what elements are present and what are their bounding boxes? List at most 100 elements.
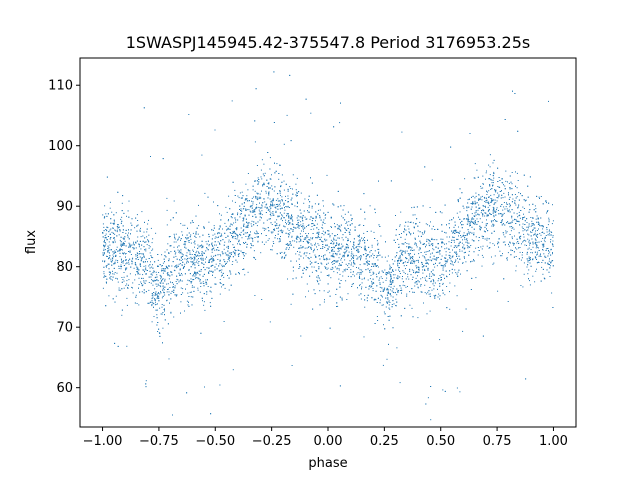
data-point — [417, 275, 418, 277]
data-point — [485, 172, 487, 174]
data-point — [221, 275, 222, 277]
data-point — [222, 265, 224, 267]
data-point — [350, 269, 352, 271]
data-point — [517, 216, 519, 218]
data-point — [244, 215, 246, 217]
data-point — [392, 274, 394, 276]
data-point — [142, 253, 144, 255]
data-point — [175, 281, 177, 282]
data-point — [439, 253, 441, 255]
data-point — [243, 242, 244, 243]
data-point — [132, 287, 133, 289]
data-point — [190, 296, 192, 298]
data-point — [390, 277, 392, 279]
data-point — [424, 257, 426, 259]
data-point — [269, 157, 271, 159]
data-point — [347, 224, 349, 226]
data-point — [527, 229, 529, 231]
data-point — [130, 222, 132, 224]
data-point — [494, 199, 496, 201]
data-point — [287, 205, 289, 207]
data-point — [223, 284, 225, 286]
data-point — [109, 274, 111, 276]
data-point — [184, 263, 186, 265]
data-point — [268, 188, 270, 189]
data-point — [460, 235, 461, 236]
data-point — [442, 264, 444, 266]
data-point — [124, 240, 126, 242]
data-point — [249, 234, 251, 236]
data-point — [519, 238, 521, 240]
data-point — [147, 240, 149, 242]
data-point — [362, 271, 364, 273]
data-point — [491, 201, 492, 203]
data-point — [227, 275, 228, 276]
data-point — [117, 260, 119, 261]
data-point — [299, 251, 301, 253]
data-point — [436, 239, 438, 241]
data-point — [378, 271, 380, 273]
data-point — [210, 286, 212, 288]
data-point — [259, 211, 261, 213]
data-point — [192, 279, 194, 281]
data-point — [145, 386, 147, 388]
data-point — [257, 196, 259, 198]
data-point — [401, 252, 403, 254]
data-point — [430, 271, 432, 273]
data-point — [428, 239, 430, 241]
data-point — [258, 179, 260, 180]
data-point — [188, 296, 190, 297]
data-point — [221, 269, 223, 271]
data-point — [125, 253, 126, 255]
data-point — [507, 301, 509, 302]
data-point — [180, 287, 182, 289]
data-point — [544, 255, 546, 257]
data-point — [395, 234, 397, 236]
data-point — [406, 262, 408, 263]
data-point — [167, 243, 169, 245]
data-point — [511, 215, 513, 217]
data-point — [137, 255, 138, 257]
data-point — [184, 242, 186, 244]
data-point — [519, 217, 521, 219]
data-point — [323, 255, 324, 257]
data-point — [295, 277, 297, 279]
data-point — [332, 249, 334, 251]
data-point — [486, 239, 488, 241]
data-point — [505, 230, 507, 232]
data-point — [455, 229, 457, 231]
data-point — [201, 247, 203, 249]
data-point — [390, 271, 392, 273]
data-point — [205, 250, 207, 252]
data-point — [498, 177, 500, 178]
data-point — [502, 197, 504, 199]
data-point — [344, 213, 346, 215]
data-point — [417, 280, 419, 282]
data-point — [406, 234, 407, 236]
data-point — [392, 296, 394, 298]
data-point — [247, 226, 249, 228]
data-point — [435, 262, 436, 264]
data-point — [435, 251, 437, 253]
data-point — [116, 272, 118, 274]
data-point — [277, 198, 279, 200]
data-point — [359, 256, 360, 258]
data-point — [253, 209, 255, 211]
data-point — [430, 221, 431, 223]
data-point — [511, 221, 513, 223]
data-point — [471, 206, 473, 208]
data-point — [464, 178, 466, 180]
data-point — [154, 304, 156, 306]
data-point — [172, 286, 174, 288]
data-point — [419, 247, 421, 249]
data-point — [163, 268, 165, 270]
data-point — [203, 273, 205, 275]
data-point — [409, 256, 411, 258]
data-point — [418, 271, 420, 273]
data-point — [415, 223, 417, 225]
data-point — [353, 244, 355, 246]
data-point — [201, 297, 203, 299]
data-point — [331, 255, 333, 257]
data-point — [377, 255, 379, 257]
data-point — [365, 261, 367, 263]
